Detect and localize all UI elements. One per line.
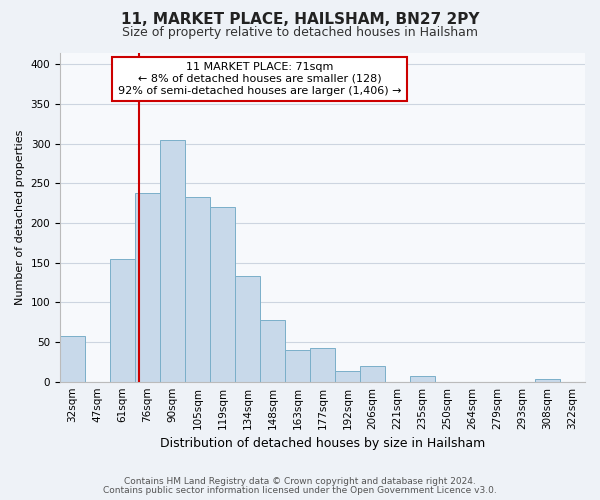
Bar [285,350,310,382]
X-axis label: Distribution of detached houses by size in Hailsham: Distribution of detached houses by size … [160,437,485,450]
Bar [260,320,285,382]
Bar [535,380,560,382]
Bar [410,376,435,382]
Text: 11, MARKET PLACE, HAILSHAM, BN27 2PY: 11, MARKET PLACE, HAILSHAM, BN27 2PY [121,12,479,28]
Bar [160,140,185,382]
Bar [60,336,85,382]
Bar [135,193,160,382]
Bar [185,197,210,382]
Bar [110,258,135,382]
Bar [335,370,360,382]
Text: Contains HM Land Registry data © Crown copyright and database right 2024.: Contains HM Land Registry data © Crown c… [124,477,476,486]
Bar [310,348,335,382]
Text: Contains public sector information licensed under the Open Government Licence v3: Contains public sector information licen… [103,486,497,495]
Y-axis label: Number of detached properties: Number of detached properties [15,130,25,305]
Text: 11 MARKET PLACE: 71sqm
← 8% of detached houses are smaller (128)
92% of semi-det: 11 MARKET PLACE: 71sqm ← 8% of detached … [118,62,401,96]
Bar [235,276,260,382]
Bar [360,366,385,382]
Text: Size of property relative to detached houses in Hailsham: Size of property relative to detached ho… [122,26,478,39]
Bar [210,207,235,382]
